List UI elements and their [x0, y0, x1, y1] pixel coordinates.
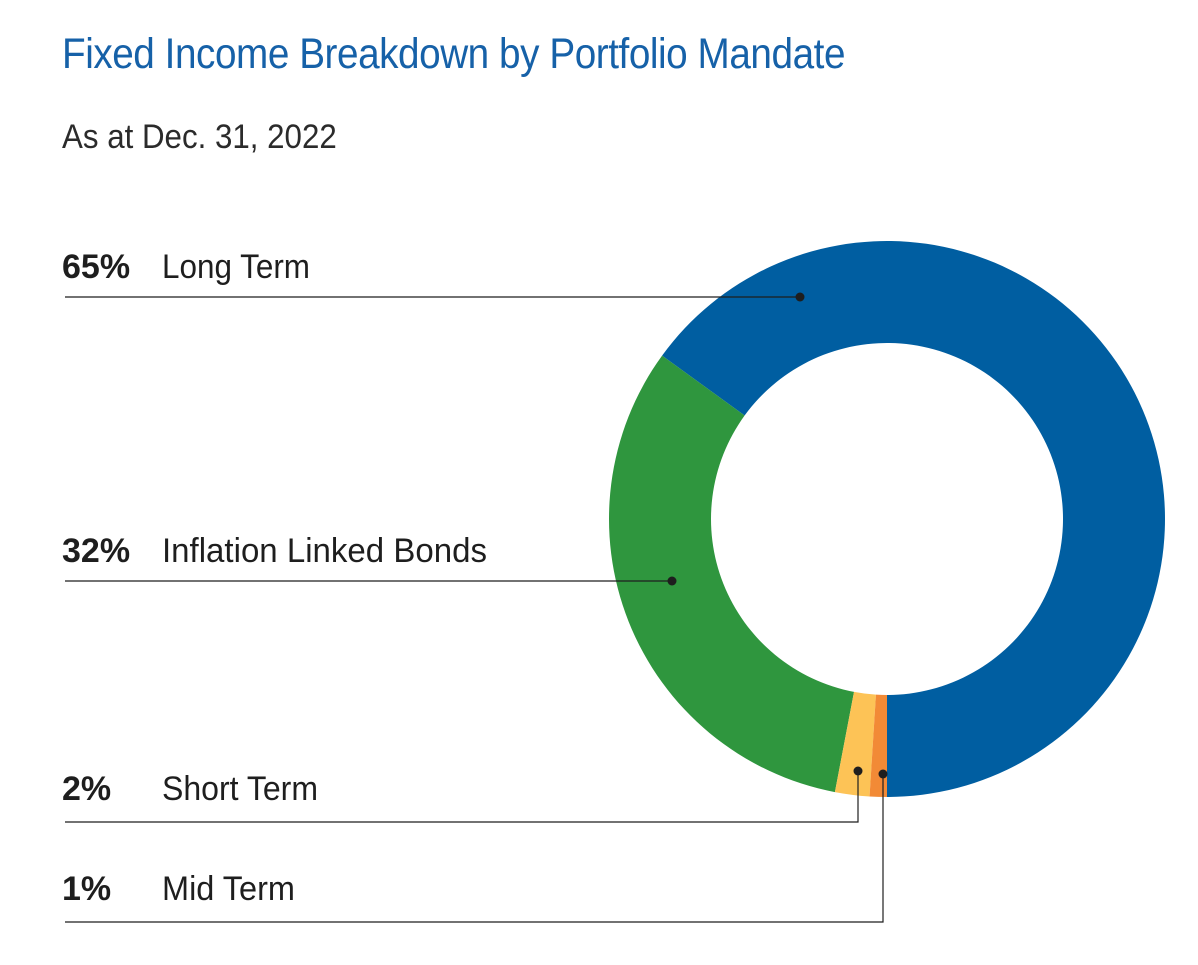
chart-subtitle: As at Dec. 31, 2022: [62, 118, 337, 156]
slice-long-term: [662, 241, 1165, 797]
donut-slices: [608, 241, 1165, 798]
slice-short-term: [834, 691, 876, 797]
leader-dot-long-term: [795, 292, 805, 302]
leader-dot-mid-term: [878, 769, 888, 779]
leader-lines: [65, 296, 884, 923]
leader-line-mid-term: [65, 774, 884, 923]
legend-value-short-term: 2%: [62, 770, 111, 808]
legend-label-mid-term: Mid Term: [162, 870, 295, 908]
legend-value-long-term: 65%: [62, 248, 130, 286]
legend-value-mid-term: 1%: [62, 870, 111, 908]
legend-label-long-term: Long Term: [162, 248, 310, 286]
legend-label-short-term: Short Term: [162, 770, 318, 808]
legend-value-inflation-linked-bonds: 32%: [62, 532, 130, 570]
chart-title: Fixed Income Breakdown by Portfolio Mand…: [62, 30, 846, 78]
legend: 65% Long Term 32% Inflation Linked Bonds…: [62, 248, 487, 908]
slice-inflation-linked-bonds: [608, 355, 855, 793]
leader-dots: [667, 292, 888, 779]
leader-line-short-term: [65, 771, 859, 823]
leader-dot-short-term: [853, 766, 863, 776]
legend-label-inflation-linked-bonds: Inflation Linked Bonds: [162, 532, 487, 570]
leader-dot-inflation-linked-bonds: [667, 576, 677, 586]
